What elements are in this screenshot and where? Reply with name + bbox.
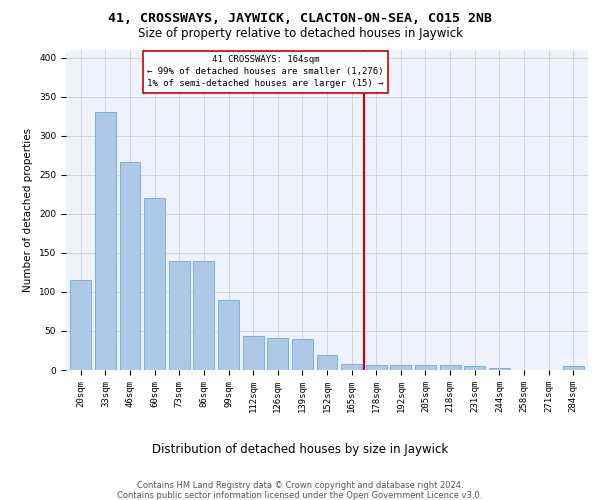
- Bar: [292, 339, 313, 370]
- Bar: [317, 355, 337, 370]
- Bar: [464, 366, 485, 370]
- Bar: [366, 364, 387, 370]
- Text: Distribution of detached houses by size in Jaywick: Distribution of detached houses by size …: [152, 442, 448, 456]
- Text: 41 CROSSWAYS: 164sqm
← 99% of detached houses are smaller (1,276)
1% of semi-det: 41 CROSSWAYS: 164sqm ← 99% of detached h…: [147, 56, 383, 88]
- Bar: [95, 112, 116, 370]
- Bar: [563, 366, 584, 370]
- Text: Size of property relative to detached houses in Jaywick: Size of property relative to detached ho…: [137, 28, 463, 40]
- Y-axis label: Number of detached properties: Number of detached properties: [23, 128, 34, 292]
- Bar: [489, 368, 510, 370]
- Bar: [267, 338, 288, 370]
- Bar: [242, 336, 263, 370]
- Text: Contains HM Land Registry data © Crown copyright and database right 2024.: Contains HM Land Registry data © Crown c…: [137, 481, 463, 490]
- Bar: [193, 260, 214, 370]
- Bar: [218, 300, 239, 370]
- Text: Contains public sector information licensed under the Open Government Licence v3: Contains public sector information licen…: [118, 491, 482, 500]
- Bar: [341, 364, 362, 370]
- Bar: [391, 366, 412, 370]
- Text: 41, CROSSWAYS, JAYWICK, CLACTON-ON-SEA, CO15 2NB: 41, CROSSWAYS, JAYWICK, CLACTON-ON-SEA, …: [108, 12, 492, 26]
- Bar: [70, 280, 91, 370]
- Bar: [169, 260, 190, 370]
- Bar: [119, 162, 140, 370]
- Bar: [144, 198, 165, 370]
- Bar: [415, 364, 436, 370]
- Bar: [440, 366, 461, 370]
